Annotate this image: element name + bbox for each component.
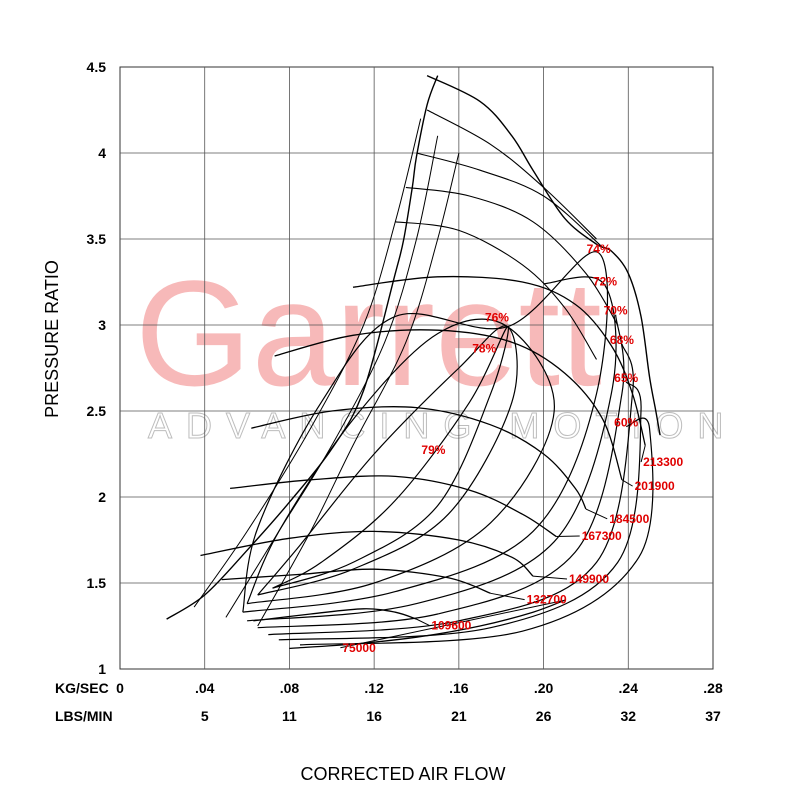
x-tick-label-lbs: 16 (366, 708, 382, 724)
y-tick-label: 1.5 (87, 575, 107, 591)
efficiency-contour (268, 343, 634, 636)
efficiency-contour (299, 417, 654, 646)
y-axis-title: PRESSURE RATIO (42, 260, 62, 418)
speed-leader (556, 535, 580, 538)
efficiency-label: 65% (614, 371, 638, 385)
y-tick-labels: 1 1.5 2 2.5 3 3.5 4 4.5 (87, 59, 107, 677)
speed-leader (640, 445, 646, 463)
y-tick-label: 4 (98, 145, 106, 161)
x-unit-kgsec: KG/SEC (55, 680, 109, 696)
x-tick-label-kg: .04 (195, 680, 215, 696)
speed-line (251, 406, 587, 510)
x-tick-label-kg: .28 (703, 680, 723, 696)
x-tick-label-kg: .20 (534, 680, 554, 696)
upper-contour (416, 152, 604, 249)
efficiency-label: 74% (587, 242, 611, 256)
x-tick-label-lbs: 32 (620, 708, 636, 724)
x-tick-label-kg: .24 (619, 680, 639, 696)
speed-leader (416, 618, 430, 626)
efficiency-label: 76% (485, 311, 509, 325)
efficiency-contour (246, 318, 555, 605)
surge-region-line (225, 135, 439, 618)
speed-line (230, 475, 557, 538)
speed-label: 75000 (342, 641, 376, 655)
upper-contour (405, 186, 619, 326)
efficiency-contour (247, 276, 617, 622)
upper-contour (426, 109, 597, 240)
speed-label: 109600 (431, 618, 471, 632)
x-tick-label-lbs: 5 (201, 708, 209, 724)
x-axis-title: CORRECTED AIR FLOW (300, 764, 505, 784)
speed-line (289, 599, 566, 650)
efficiency-label: 70% (604, 304, 628, 318)
y-tick-label: 2.5 (87, 403, 107, 419)
efficiency-label: 72% (593, 274, 617, 288)
speed-leader (490, 592, 525, 601)
speed-label: 213300 (643, 455, 683, 469)
speed-label: 167300 (582, 529, 622, 543)
x-tick-label-kg: .16 (449, 680, 469, 696)
speed-line (253, 608, 417, 622)
efficiency-contour (278, 381, 642, 641)
x-tick-label-lbs: 26 (536, 708, 552, 724)
efficiency-contour (257, 314, 625, 629)
x-unit-lbsmin: LBS/MIN (55, 708, 113, 724)
efficiency-label: 60% (614, 415, 638, 429)
efficiency-label: 78% (472, 342, 496, 356)
speed-label: 201900 (635, 479, 675, 493)
y-tick-label: 3.5 (87, 231, 107, 247)
y-tick-label: 2 (98, 489, 106, 505)
efficiency-label: 68% (610, 333, 634, 347)
surge-region-line (193, 118, 422, 608)
surge-region-line (257, 152, 460, 627)
x-tick-label-lbs: 11 (282, 708, 297, 724)
speed-label: 184500 (609, 512, 649, 526)
x-tick-label-kg: .12 (364, 680, 384, 696)
efficiency-contour (242, 251, 609, 613)
y-tick-label: 4.5 (87, 59, 107, 75)
x-tick-labels: 0 .04 5 .08 11 .12 16 .16 21 .20 26 .24 32 .28 37 (116, 680, 723, 724)
map-curves (166, 74, 661, 650)
upper-contour (395, 221, 597, 360)
x-tick-label-lbs: 21 (451, 708, 467, 724)
surge-line (166, 75, 439, 620)
speed-label: 132700 (527, 593, 567, 607)
efficiency-label: 79% (421, 443, 445, 457)
speed-leader (340, 599, 565, 649)
speed-leader (532, 575, 568, 580)
y-tick-label: 1 (98, 661, 106, 677)
plot-frame (119, 66, 714, 670)
speed-leader (585, 508, 608, 520)
y-tick-label: 3 (98, 317, 106, 333)
x-tick-label-kg: .08 (280, 680, 300, 696)
x-tick-label-kg: 0 (116, 680, 124, 696)
speed-line (221, 568, 491, 594)
choke-boundary (426, 74, 661, 436)
speed-label: 149900 (569, 572, 609, 586)
x-tick-label-lbs: 37 (705, 708, 721, 724)
